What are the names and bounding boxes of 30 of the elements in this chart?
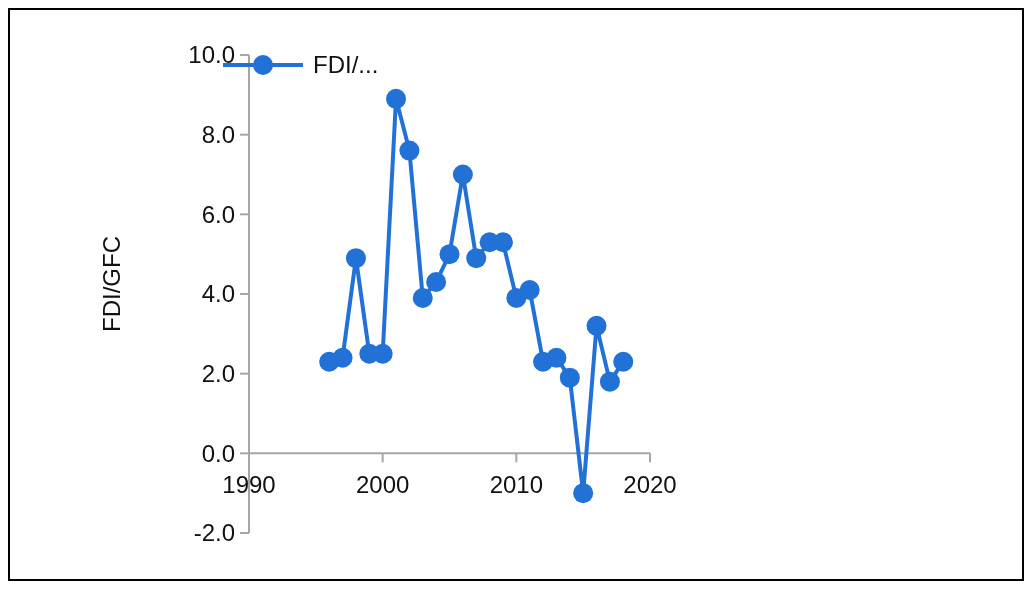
- x-tick-label: 1990: [222, 471, 276, 499]
- y-tick-label: 10.0: [188, 41, 235, 69]
- y-tick-label: 2.0: [201, 360, 235, 388]
- y-tick-label: 0.0: [201, 439, 235, 467]
- x-tick-label: 2010: [489, 471, 544, 499]
- point: [399, 140, 420, 161]
- point: [586, 315, 607, 336]
- point: [546, 347, 567, 368]
- point: [613, 351, 634, 372]
- y-tick-label: 6.0: [201, 200, 235, 228]
- y-tick-label: 4.0: [201, 280, 235, 308]
- point: [426, 272, 447, 293]
- point: [452, 164, 473, 185]
- x-tick-label: 2020: [623, 471, 677, 499]
- point: [573, 483, 594, 504]
- point: [599, 371, 620, 392]
- y-tick-label: -2.0: [193, 519, 235, 547]
- point: [332, 347, 353, 368]
- point: [559, 367, 580, 388]
- point: [386, 88, 407, 109]
- point: [345, 248, 366, 269]
- point: [439, 244, 460, 265]
- legend-label: FDI/...: [313, 51, 379, 79]
- point: [466, 248, 487, 269]
- y-tick-label: 8.0: [201, 121, 235, 149]
- x-tick-label: 2000: [355, 471, 410, 499]
- point: [519, 280, 540, 301]
- point: [372, 343, 393, 364]
- point: [412, 287, 433, 308]
- y-axis-title: FDI/GFC: [98, 236, 125, 332]
